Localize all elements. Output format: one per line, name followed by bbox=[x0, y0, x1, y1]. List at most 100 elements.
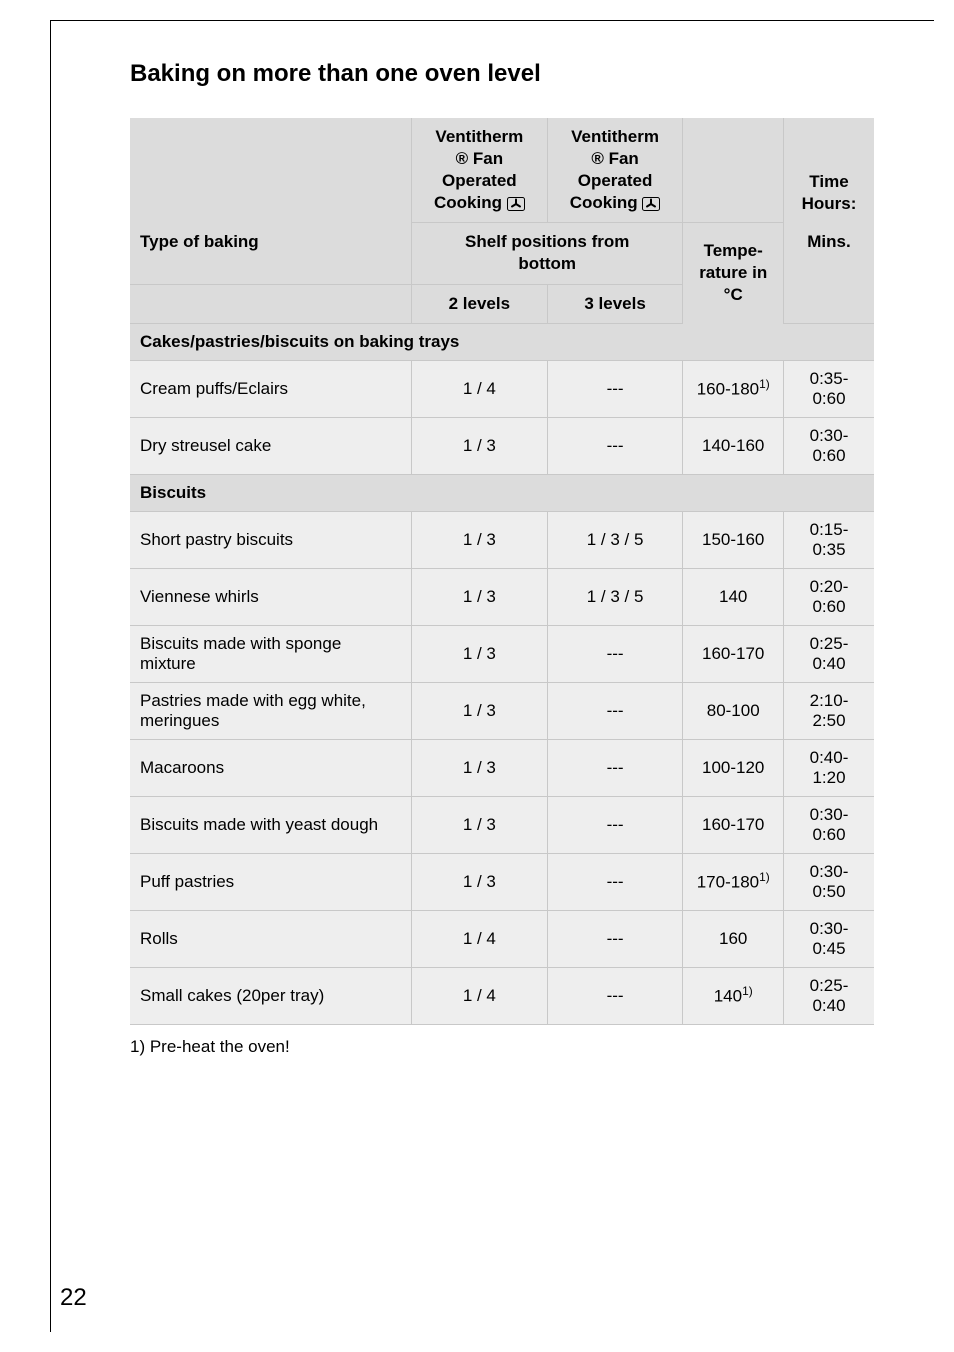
header-temp: Tempe- rature in °C bbox=[683, 223, 784, 323]
table-row: Dry streusel cake 1 / 3 --- 140-160 0:30… bbox=[130, 417, 874, 474]
row-temp: 140 bbox=[683, 568, 784, 625]
header-2levels: 2 levels bbox=[412, 284, 548, 323]
header-3levels: 3 levels bbox=[547, 284, 683, 323]
fan-icon bbox=[642, 197, 660, 211]
row-l3: --- bbox=[547, 853, 683, 910]
row-name: Small cakes (20per tray) bbox=[130, 967, 412, 1024]
row-temp: 160-170 bbox=[683, 625, 784, 682]
venti2-l2: ® Fan bbox=[591, 149, 638, 168]
row-temp: 160-1801) bbox=[683, 360, 784, 417]
temp-l1: Tempe- bbox=[704, 241, 763, 260]
row-l2: 1 / 4 bbox=[412, 910, 548, 967]
row-l3: --- bbox=[547, 910, 683, 967]
row-time: 0:35-0:60 bbox=[783, 360, 874, 417]
row-time: 0:30-0:60 bbox=[783, 417, 874, 474]
content-area: Baking on more than one oven level Type … bbox=[130, 60, 874, 1057]
row-time: 2:10-2:50 bbox=[783, 682, 874, 739]
row-l2: 1 / 3 bbox=[412, 417, 548, 474]
header-time: Time Hours: bbox=[783, 118, 874, 223]
row-l2: 1 / 4 bbox=[412, 360, 548, 417]
footnote: 1) Pre-heat the oven! bbox=[130, 1037, 874, 1057]
table-row: Biscuits made with yeast dough 1 / 3 ---… bbox=[130, 796, 874, 853]
row-l3: --- bbox=[547, 796, 683, 853]
table-row: Macaroons 1 / 3 --- 100-120 0:40-1:20 bbox=[130, 739, 874, 796]
row-temp: 80-100 bbox=[683, 682, 784, 739]
row-temp: 100-120 bbox=[683, 739, 784, 796]
header-row-1: Type of baking Ventitherm ® Fan Operated… bbox=[130, 118, 874, 223]
row-name: Short pastry biscuits bbox=[130, 511, 412, 568]
shelf-l1: Shelf positions from bbox=[465, 232, 629, 251]
header-mins: Mins. bbox=[783, 223, 874, 323]
row-temp: 170-1801) bbox=[683, 853, 784, 910]
row-name: Biscuits made with yeast dough bbox=[130, 796, 412, 853]
row-time: 0:30-0:50 bbox=[783, 853, 874, 910]
row-l3: --- bbox=[547, 682, 683, 739]
section-label: Cakes/pastries/biscuits on baking trays bbox=[130, 323, 874, 360]
table-row: Puff pastries 1 / 3 --- 170-1801) 0:30-0… bbox=[130, 853, 874, 910]
row-l3: --- bbox=[547, 739, 683, 796]
table-row: Cream puffs/Eclairs 1 / 4 --- 160-1801) … bbox=[130, 360, 874, 417]
table-row: Pastries made with egg white, meringues … bbox=[130, 682, 874, 739]
row-time: 0:15-0:35 bbox=[783, 511, 874, 568]
temp-val: 140 bbox=[714, 987, 742, 1006]
degc: °C bbox=[724, 285, 743, 304]
temp-sup: 1) bbox=[759, 870, 770, 884]
section-label: Biscuits bbox=[130, 474, 874, 511]
shelf-l2: bottom bbox=[518, 254, 576, 273]
row-l2: 1 / 3 bbox=[412, 853, 548, 910]
row-temp: 140-160 bbox=[683, 417, 784, 474]
page-title: Baking on more than one oven level bbox=[130, 60, 874, 88]
blank-cell bbox=[130, 284, 412, 323]
section-biscuits: Biscuits bbox=[130, 474, 874, 511]
row-l2: 1 / 3 bbox=[412, 568, 548, 625]
header-shelf: Shelf positions from bottom bbox=[412, 223, 683, 284]
baking-table: Type of baking Ventitherm ® Fan Operated… bbox=[130, 118, 874, 1025]
row-l2: 1 / 3 bbox=[412, 739, 548, 796]
table-row: Biscuits made with sponge mixture 1 / 3 … bbox=[130, 625, 874, 682]
table-row: Short pastry biscuits 1 / 3 1 / 3 / 5 15… bbox=[130, 511, 874, 568]
venti2-l4: Cooking bbox=[570, 193, 638, 212]
venti1-l1: Ventitherm bbox=[435, 127, 523, 146]
row-name: Cream puffs/Eclairs bbox=[130, 360, 412, 417]
row-temp: 160-170 bbox=[683, 796, 784, 853]
row-l3: --- bbox=[547, 625, 683, 682]
row-temp: 1401) bbox=[683, 967, 784, 1024]
row-name: Viennese whirls bbox=[130, 568, 412, 625]
row-name: Rolls bbox=[130, 910, 412, 967]
table-row: Small cakes (20per tray) 1 / 4 --- 1401)… bbox=[130, 967, 874, 1024]
row-l3: 1 / 3 / 5 bbox=[547, 511, 683, 568]
venti1-l3: Operated bbox=[442, 171, 517, 190]
page-number: 22 bbox=[60, 1284, 87, 1312]
temp-val: 160-180 bbox=[697, 380, 759, 399]
row-time: 0:30-0:45 bbox=[783, 910, 874, 967]
row-temp: 160 bbox=[683, 910, 784, 967]
venti1-l4: Cooking bbox=[434, 193, 502, 212]
header-venti-2: Ventitherm ® Fan Operated Cooking bbox=[547, 118, 683, 223]
row-l2: 1 / 4 bbox=[412, 967, 548, 1024]
temp-sup: 1) bbox=[742, 984, 753, 998]
row-time: 0:20-0:60 bbox=[783, 568, 874, 625]
row-temp: 150-160 bbox=[683, 511, 784, 568]
temp-sup: 1) bbox=[759, 377, 770, 391]
header-venti-1: Ventitherm ® Fan Operated Cooking bbox=[412, 118, 548, 223]
venti1-l2: ® Fan bbox=[456, 149, 503, 168]
row-name: Biscuits made with sponge mixture bbox=[130, 625, 412, 682]
temp-val: 170-180 bbox=[697, 873, 759, 892]
table-row: Viennese whirls 1 / 3 1 / 3 / 5 140 0:20… bbox=[130, 568, 874, 625]
header-blank bbox=[683, 118, 784, 223]
row-name: Macaroons bbox=[130, 739, 412, 796]
row-time: 0:40-1:20 bbox=[783, 739, 874, 796]
row-name: Dry streusel cake bbox=[130, 417, 412, 474]
venti2-l1: Ventitherm bbox=[571, 127, 659, 146]
row-l2: 1 / 3 bbox=[412, 511, 548, 568]
row-l3: --- bbox=[547, 360, 683, 417]
row-name: Pastries made with egg white, meringues bbox=[130, 682, 412, 739]
temp-l2: rature in bbox=[699, 263, 767, 282]
row-time: 0:25-0:40 bbox=[783, 967, 874, 1024]
venti2-l3: Operated bbox=[578, 171, 653, 190]
row-l3: --- bbox=[547, 967, 683, 1024]
row-time: 0:25-0:40 bbox=[783, 625, 874, 682]
row-l3: 1 / 3 / 5 bbox=[547, 568, 683, 625]
section-cakes: Cakes/pastries/biscuits on baking trays bbox=[130, 323, 874, 360]
row-time: 0:30-0:60 bbox=[783, 796, 874, 853]
